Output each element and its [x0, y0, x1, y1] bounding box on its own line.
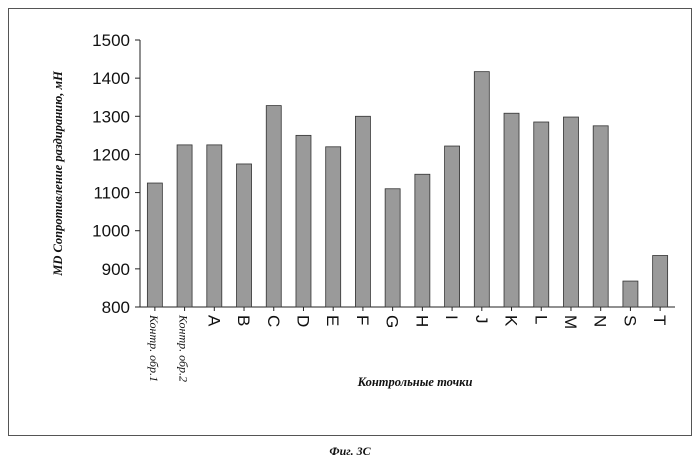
x-tick-label: Контр. обр.2 — [177, 314, 191, 382]
x-tick-label: S — [620, 315, 639, 326]
x-axis-title: Контрольные точки — [357, 375, 473, 389]
y-axis-title: MD Сопротивление раздиранию, мН — [51, 70, 65, 277]
x-tick-label: M — [561, 315, 580, 329]
bar — [355, 116, 370, 307]
x-tick-label: C — [264, 315, 283, 327]
bar — [445, 146, 460, 307]
bar — [296, 135, 311, 307]
bar — [385, 189, 400, 307]
bar — [563, 117, 578, 307]
bar — [623, 281, 638, 307]
x-tick-label: Контр. обр.1 — [147, 314, 161, 382]
x-tick-label: L — [531, 315, 550, 324]
bar — [237, 164, 252, 307]
x-tick-label: K — [502, 315, 521, 327]
x-tick-label: T — [650, 315, 669, 325]
y-tick-label: 1300 — [92, 107, 130, 126]
y-tick-label: 1500 — [92, 31, 130, 50]
x-tick-label: J — [472, 315, 491, 324]
y-tick-label: 1400 — [92, 69, 130, 88]
x-tick-label: H — [412, 315, 431, 327]
bar — [266, 106, 281, 307]
y-tick-label: 1100 — [93, 184, 130, 203]
bar — [593, 126, 608, 307]
x-tick-label: I — [442, 315, 461, 320]
y-tick-label: 900 — [102, 260, 130, 279]
x-tick-label: B — [234, 315, 253, 326]
bar — [653, 256, 668, 307]
y-tick-label: 1000 — [92, 222, 130, 241]
x-tick-label: F — [353, 315, 372, 325]
bar — [474, 72, 489, 307]
bar — [147, 183, 162, 307]
tear-resistance-bar-chart: 800 900 1000 1100 1200 1300 1400 1500 Контр. обр… — [0, 0, 700, 440]
x-tick-label: D — [293, 315, 312, 327]
x-tick-label: G — [383, 315, 402, 328]
bar — [534, 122, 549, 307]
bar — [504, 113, 519, 307]
y-tick-label: 1200 — [92, 145, 130, 164]
bar — [326, 147, 341, 307]
figure-caption: Фиг. 3С — [0, 444, 700, 459]
bar — [207, 145, 222, 307]
x-tick-label: N — [591, 315, 610, 327]
bar — [415, 174, 430, 307]
x-tick-label: E — [323, 315, 342, 326]
x-tick-label: A — [204, 315, 223, 327]
y-tick-label: 800 — [102, 298, 130, 317]
bar — [177, 145, 192, 307]
